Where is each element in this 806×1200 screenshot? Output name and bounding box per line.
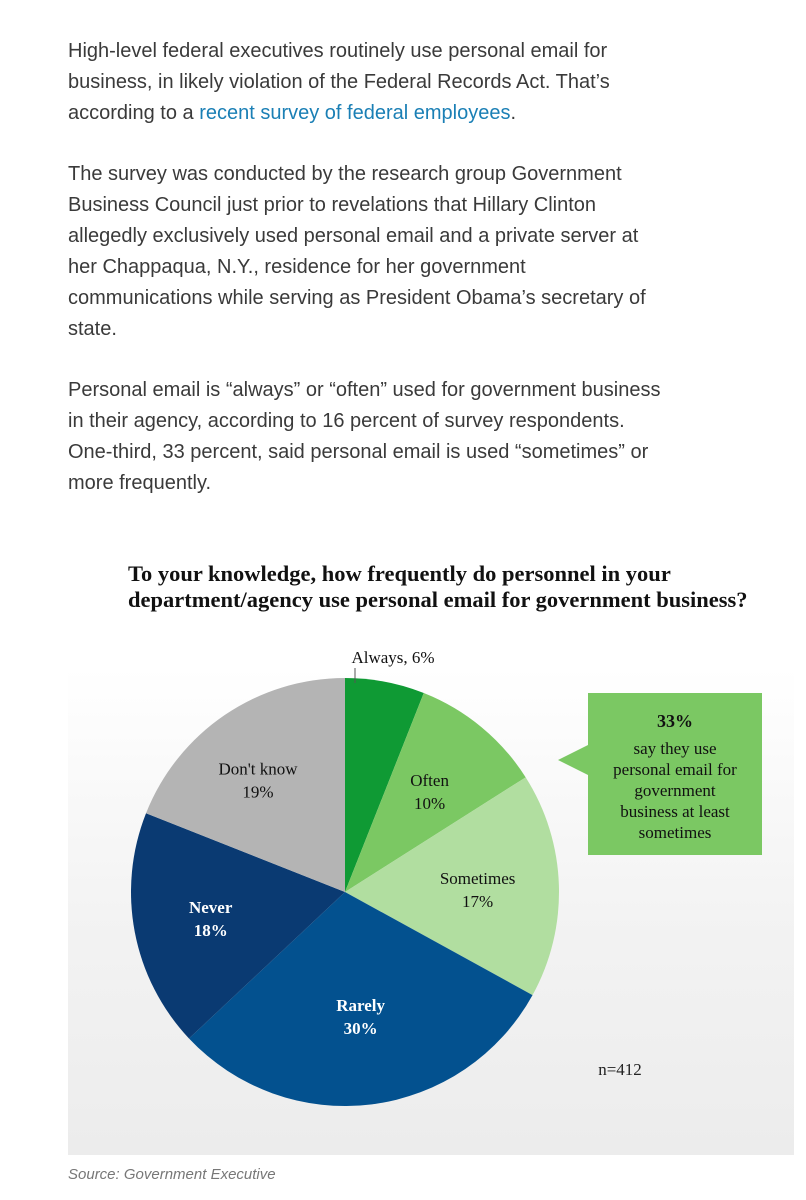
slice-label-rarely: Rarely xyxy=(336,996,385,1015)
pie-slice-rarely xyxy=(189,892,533,1107)
paragraph-1-text: High-level federal executives routinely … xyxy=(68,40,610,124)
slice-value-don-t-know: 19% xyxy=(242,783,273,802)
pie-slice-often xyxy=(345,693,526,892)
slice-label-always: Always, 6% xyxy=(351,648,434,667)
slice-label-don-t-know: Don't know xyxy=(218,760,298,779)
callout-background xyxy=(558,693,762,855)
pie-slice-always xyxy=(345,678,424,892)
callout-line-3: government xyxy=(634,781,715,800)
callout-box: 33% say they use personal email for gove… xyxy=(558,693,762,855)
sample-size-note: n=412 xyxy=(598,1060,642,1079)
slice-label-never: Never xyxy=(189,898,233,917)
pie-slice-don-t-know xyxy=(146,678,345,892)
chart-title: To your knowledge, how frequently do per… xyxy=(128,561,748,612)
paragraph-2: The survey was conducted by the research… xyxy=(68,163,646,340)
paragraph-3: Personal email is “always” or “often” us… xyxy=(68,379,661,494)
callout-value: 33% xyxy=(657,711,693,731)
slice-value-rarely: 30% xyxy=(344,1019,378,1038)
source-caption: Source: Government Executive xyxy=(68,1166,276,1183)
slice-value-never: 18% xyxy=(194,921,228,940)
paragraph-1: High-level federal executives routinely … xyxy=(68,36,668,129)
slice-label-often: Often xyxy=(410,771,449,790)
callout-line-4: business at least xyxy=(620,802,730,821)
pie-slice-never xyxy=(131,813,345,1039)
slice-value-often: 10% xyxy=(414,794,445,813)
article-body: High-level federal executives routinely … xyxy=(68,36,668,529)
callout-line-2: personal email for xyxy=(613,760,737,779)
slice-value-sometimes: 17% xyxy=(462,892,493,911)
survey-link[interactable]: recent survey of federal employees xyxy=(199,102,511,124)
slice-label-sometimes: Sometimes xyxy=(440,869,516,888)
pie-chart: Always, 6% Often 10% Sometimes 17% Rarely 30% N… xyxy=(131,648,762,1107)
paragraph-1-end: . xyxy=(510,102,517,124)
pie-slice-sometimes xyxy=(345,777,560,996)
survey-chart-figure: Always, 6% Often 10% Sometimes 17% Rarely 30% N… xyxy=(68,545,794,1155)
callout-line-1: say they use xyxy=(633,739,716,758)
callout-line-5: sometimes xyxy=(639,823,712,842)
